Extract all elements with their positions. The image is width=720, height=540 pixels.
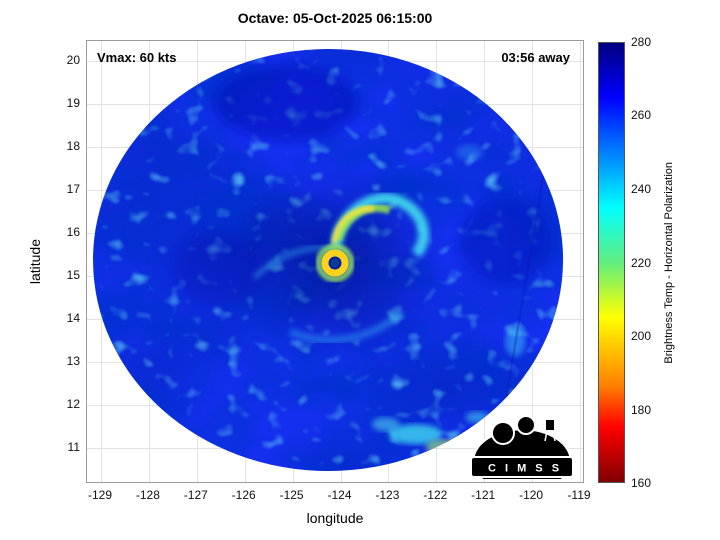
colorbar xyxy=(598,42,625,483)
x-tick-label: -125 xyxy=(279,488,304,502)
y-tick-label: 240 xyxy=(631,181,652,196)
y-tick-label: 180 xyxy=(631,402,652,417)
y-axis-ticks: 20 19 18 17 16 15 14 13 12 11 xyxy=(44,53,80,454)
y-tick-label: 17 xyxy=(66,181,80,196)
x-tick-label: -126 xyxy=(231,488,256,502)
satellite-swath-image xyxy=(92,48,564,472)
x-axis-ticks: -129 -128 -127 -126 -125 -124 -123 -122 -121 -120… xyxy=(88,488,591,504)
y-tick-label: 15 xyxy=(66,268,80,282)
y-tick-label: 200 xyxy=(631,328,652,343)
rainband-west xyxy=(252,245,331,280)
chart-title: Octave: 05-Oct-2025 06:15:00 xyxy=(237,10,433,26)
cimss-logo-graphic: C I M S S xyxy=(470,415,574,495)
y-tick-label: 14 xyxy=(66,310,80,325)
x-tick-label: -119 xyxy=(567,488,591,502)
y-tick-label: 13 xyxy=(66,354,80,368)
x-tick-label: -120 xyxy=(519,488,544,502)
y-tick-label: 18 xyxy=(66,139,80,153)
y-tick-label: 280 xyxy=(631,35,652,49)
y-tick-label: 160 xyxy=(631,476,652,490)
y-axis-label: latitude xyxy=(27,238,43,285)
gridline xyxy=(580,41,581,482)
y-tick-label: 12 xyxy=(66,397,80,411)
x-tick-label: -122 xyxy=(423,488,448,502)
eta-annotation: 03:56 away xyxy=(501,50,570,65)
water-tower-icon xyxy=(544,418,556,432)
y-tick-label: 260 xyxy=(631,108,652,123)
colorbar-label: Brightness Temp - Horizontal Polarizatio… xyxy=(663,161,675,364)
y-tick-label: 220 xyxy=(631,255,652,270)
plot-area: Vmax: 60 kts 03:56 away C I M S S xyxy=(86,40,584,495)
x-tick-label: -124 xyxy=(327,488,352,502)
x-tick-label: -127 xyxy=(183,488,208,502)
cimss-logo: C I M S S xyxy=(469,407,575,495)
y-tick-label: 19 xyxy=(66,96,80,110)
observatory-dome-icon xyxy=(516,415,536,435)
hurricane-swath xyxy=(92,48,564,472)
spiral-arm-core xyxy=(331,205,374,245)
storm-eye xyxy=(315,243,355,283)
x-tick-label: -123 xyxy=(375,488,400,502)
x-tick-label: -129 xyxy=(87,488,113,502)
vmax-annotation: Vmax: 60 kts xyxy=(97,50,177,65)
x-axis-label: longitude xyxy=(306,510,364,526)
y-tick-label: 20 xyxy=(66,53,80,67)
x-tick-label: -121 xyxy=(471,488,496,502)
observatory-dome-icon xyxy=(491,421,515,445)
y-tick-label: 16 xyxy=(66,225,80,239)
colorbar-ticks: 280 260 240 220 200 180 160 xyxy=(631,35,661,490)
cimss-logo-text: C I M S S xyxy=(488,463,562,475)
swath-seam xyxy=(498,170,546,440)
rainband-south xyxy=(288,309,405,344)
y-tick-label: 11 xyxy=(67,440,80,454)
x-tick-label: -128 xyxy=(135,488,160,502)
